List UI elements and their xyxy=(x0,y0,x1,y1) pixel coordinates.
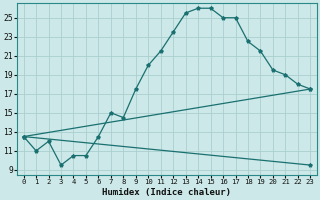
X-axis label: Humidex (Indice chaleur): Humidex (Indice chaleur) xyxy=(102,188,231,197)
